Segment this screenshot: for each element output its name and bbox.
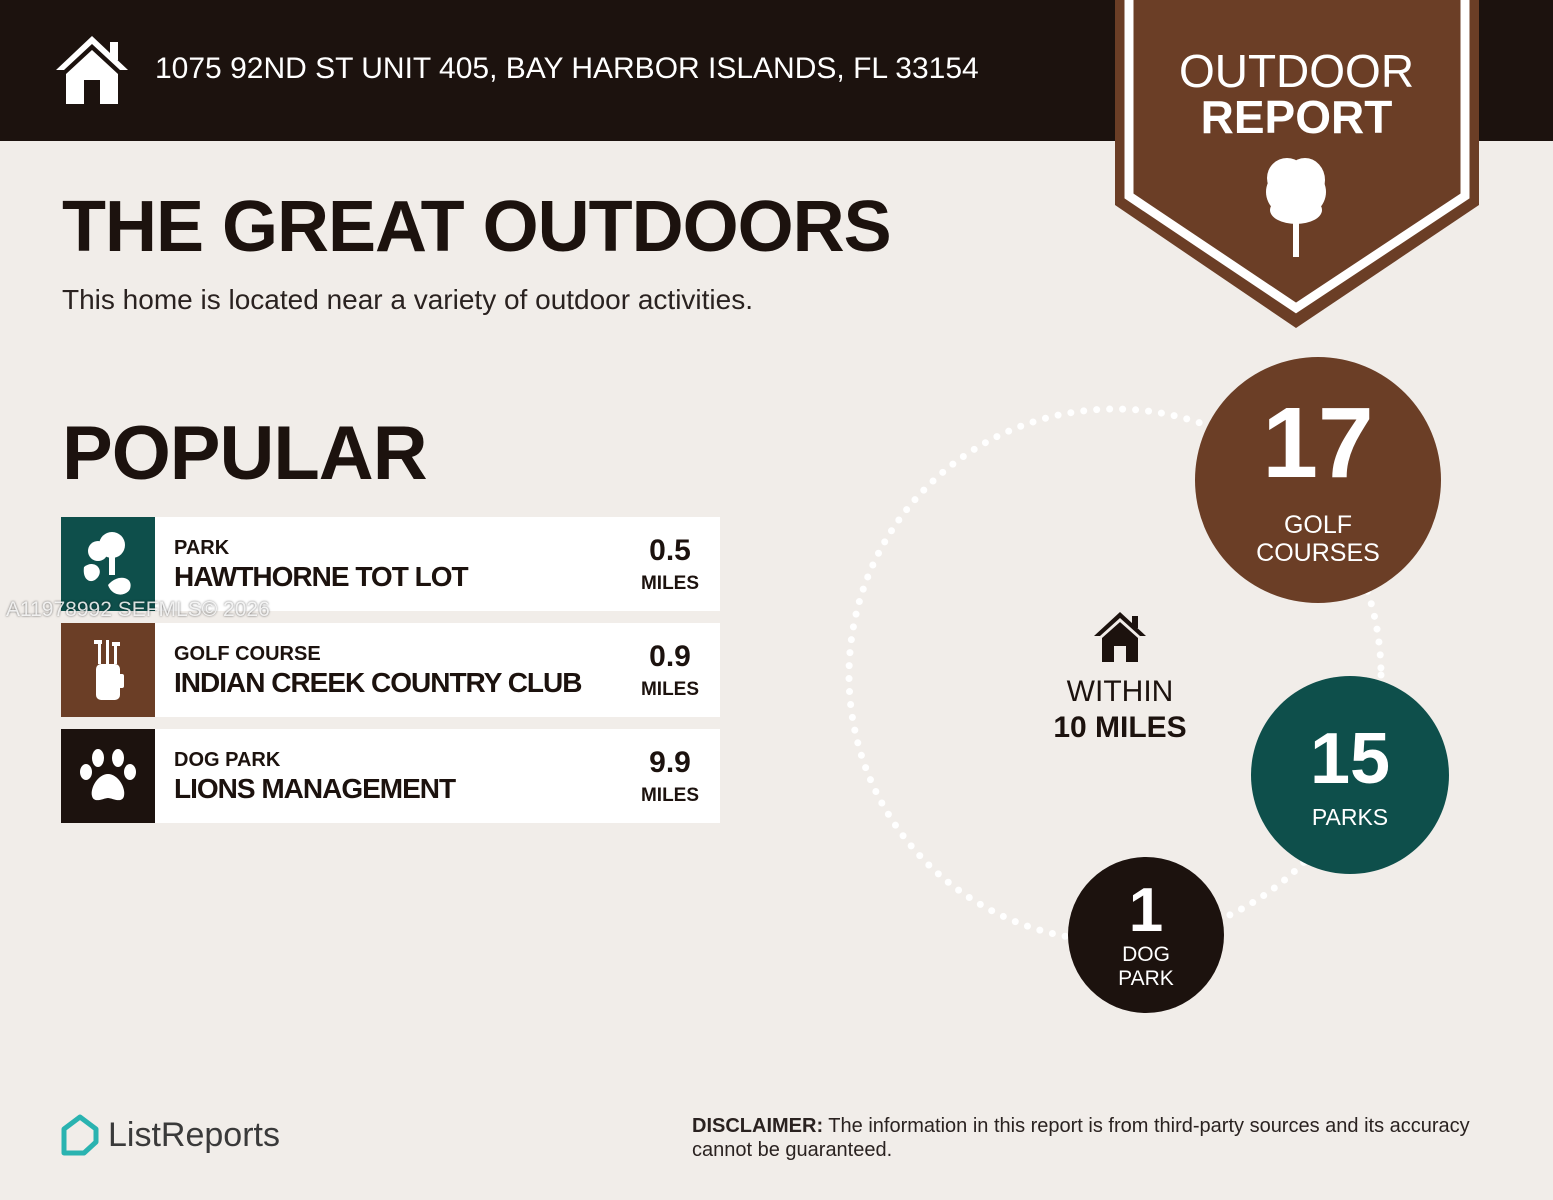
stat-label: GOLF <box>1283 511 1353 539</box>
within-line1: WITHIN <box>1066 675 1174 708</box>
golf-courses-count-bubble: 17 GOLF COURSES <box>1195 357 1441 603</box>
banner-line1: OUTDOOR <box>1178 45 1415 97</box>
stat-count: 17 <box>1262 387 1374 499</box>
page-title: THE GREAT OUTDOORS <box>62 187 892 267</box>
list-item: GOLF COURSE INDIAN CREEK COUNTRY CLUB 0.… <box>61 623 720 717</box>
property-address: 1075 92ND ST UNIT 405, BAY HARBOR ISLAND… <box>155 52 979 85</box>
disclaimer: DISCLAIMER: The information in this repo… <box>692 1114 1502 1162</box>
disclaimer-text: The information in this report is from t… <box>692 1115 1470 1161</box>
dog-parks-count-bubble: 1 DOG PARK <box>1068 857 1224 1013</box>
logo-text: ListReports <box>108 1115 280 1154</box>
stat-label: COURSES <box>1256 539 1380 567</box>
disclaimer-label: DISCLAIMER: <box>692 1115 824 1137</box>
stat-label: PARK <box>1118 967 1174 990</box>
within-line2: 10 MILES <box>1053 711 1187 744</box>
page-subtitle: This home is located near a variety of o… <box>62 284 754 315</box>
item-name: LIONS MANAGEMENT <box>174 773 456 804</box>
item-category: PARK <box>174 537 230 559</box>
listreports-logo: ListReports <box>60 1114 280 1156</box>
stat-label: PARKS <box>1311 804 1389 830</box>
parks-count-bubble: 15 PARKS <box>1251 676 1449 874</box>
park-icon <box>61 517 155 611</box>
tree-icon <box>1266 158 1326 257</box>
listreports-logo-icon <box>61 1114 99 1156</box>
home-icon <box>56 36 128 104</box>
item-distance-unit: MILES <box>640 785 700 806</box>
item-distance-unit: MILES <box>640 573 700 594</box>
outdoor-report-banner <box>1115 0 1479 328</box>
item-distance-unit: MILES <box>640 679 700 700</box>
stat-count: 15 <box>1309 719 1391 799</box>
within-radius-label: WITHIN 10 MILES <box>1020 674 1220 746</box>
watermark: A11978992 SEFMLS© 2026 <box>6 598 270 621</box>
popular-heading: POPULAR <box>62 411 428 496</box>
item-name: HAWTHORNE TOT LOT <box>174 561 469 592</box>
list-item: DOG PARK LIONS MANAGEMENT 9.9 MILES <box>61 729 720 823</box>
item-distance: 9.9 <box>649 746 691 779</box>
item-distance: 0.5 <box>649 534 691 567</box>
item-category: DOG PARK <box>174 749 281 771</box>
golf-bag-icon <box>61 623 155 717</box>
paw-icon <box>61 729 155 823</box>
stat-label: DOG <box>1122 943 1170 966</box>
item-name: INDIAN CREEK COUNTRY CLUB <box>174 667 582 698</box>
banner-line2: REPORT <box>1200 91 1393 143</box>
item-category: GOLF COURSE <box>174 643 321 665</box>
stat-count: 1 <box>1128 876 1164 945</box>
item-distance: 0.9 <box>649 640 691 673</box>
home-icon <box>1094 612 1146 662</box>
list-item: PARK HAWTHORNE TOT LOT 0.5 MILES <box>61 517 720 611</box>
